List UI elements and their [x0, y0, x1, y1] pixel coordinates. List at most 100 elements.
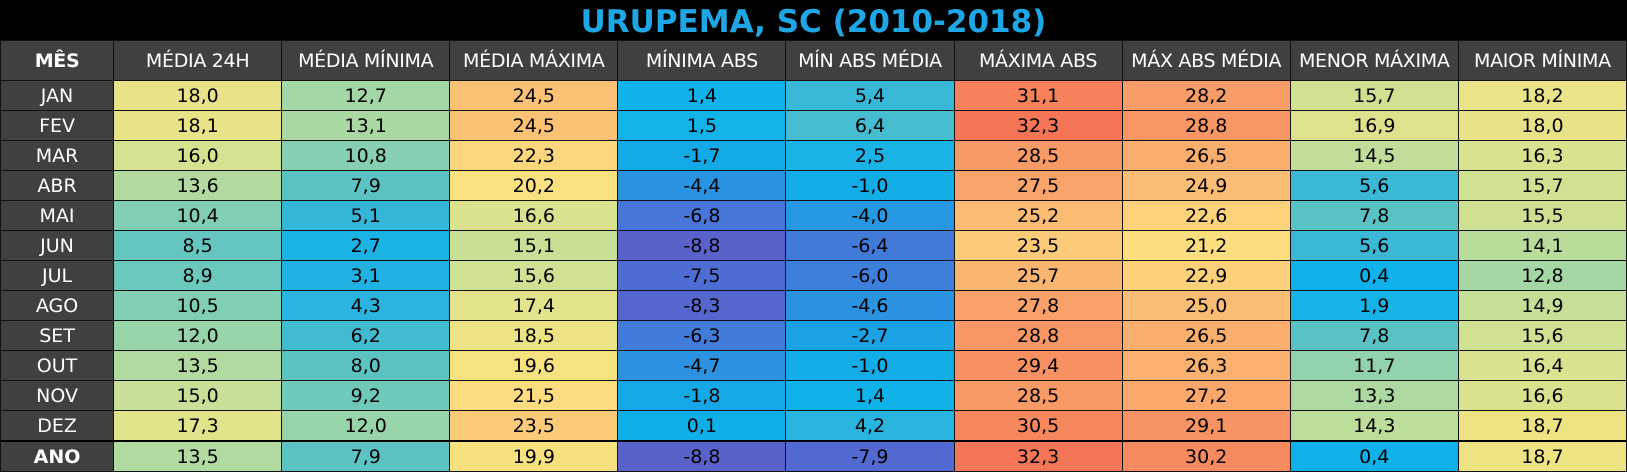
table-cell: 12,0 [113, 320, 283, 351]
climate-table: MÊS MÉDIA 24H MÉDIA MÍNIMA MÉDIA MÁXIMA … [0, 40, 1627, 472]
month-label: ANO [0, 440, 115, 472]
table-cell: 18,5 [449, 320, 619, 351]
month-label: NOV [0, 380, 115, 411]
table-cell: 27,8 [953, 290, 1123, 321]
table-cell: 28,8 [1121, 110, 1291, 141]
table-cell: 15,6 [1457, 320, 1627, 351]
table-cell: 2,5 [785, 140, 955, 171]
table-cell: 4,2 [785, 410, 955, 442]
table-cell: 10,5 [113, 290, 283, 321]
table-cell: 12,8 [1457, 260, 1627, 291]
table-cell: 7,8 [1289, 200, 1459, 231]
table-cell: 12,7 [281, 80, 451, 111]
table-cell: 5,6 [1289, 170, 1459, 201]
month-label: MAR [0, 140, 115, 171]
table-cell: 25,0 [1121, 290, 1291, 321]
table-cell: 27,5 [953, 170, 1123, 201]
table-cell: 17,4 [449, 290, 619, 321]
table-cell: 16,0 [113, 140, 283, 171]
table-row: NOV 15,0 9,2 21,5 -1,8 1,4 28,5 27,2 13,3 16,6 [0, 380, 1627, 411]
table-cell: 2,7 [281, 230, 451, 261]
table-cell: 1,5 [617, 110, 787, 141]
table-cell: -1,0 [785, 170, 955, 201]
table-cell: 0,4 [1289, 440, 1459, 472]
table-cell: 16,6 [449, 200, 619, 231]
table-row: JAN 18,0 12,7 24,5 1,4 5,4 31,1 28,2 15,7 18,2 [0, 80, 1627, 111]
table-cell: 28,2 [1121, 80, 1291, 111]
table-cell: 8,9 [113, 260, 283, 291]
table-row: ABR 13,6 7,9 20,2 -4,4 -1,0 27,5 24,9 5,6 15,7 [0, 170, 1627, 201]
table-cell: 29,1 [1121, 410, 1291, 442]
table-cell: 4,3 [281, 290, 451, 321]
table-cell: 18,0 [113, 80, 283, 111]
table-cell: 10,4 [113, 200, 283, 231]
table-cell: 6,2 [281, 320, 451, 351]
table-cell: -8,8 [617, 440, 787, 472]
table-cell: 7,9 [281, 440, 451, 472]
table-body: JAN 18,0 12,7 24,5 1,4 5,4 31,1 28,2 15,7 18,2 FEV… [0, 80, 1627, 472]
table-cell: 19,6 [449, 350, 619, 381]
column-header: MÉDIA 24H [113, 40, 283, 81]
table-cell: -7,9 [785, 440, 955, 472]
month-label: JUN [0, 230, 115, 261]
table-cell: 14,3 [1289, 410, 1459, 442]
table-cell: 3,1 [281, 260, 451, 291]
table-cell: 8,0 [281, 350, 451, 381]
month-label: JAN [0, 80, 115, 111]
table-cell: 14,5 [1289, 140, 1459, 171]
month-label: ABR [0, 170, 115, 201]
table-cell: 1,9 [1289, 290, 1459, 321]
table-cell: 23,5 [449, 410, 619, 442]
table-cell: 22,3 [449, 140, 619, 171]
table-cell: -4,7 [617, 350, 787, 381]
table-cell: 13,5 [113, 440, 283, 472]
table-cell: 31,1 [953, 80, 1123, 111]
table-cell: -4,4 [617, 170, 787, 201]
table-cell: 23,5 [953, 230, 1123, 261]
table-cell: 13,1 [281, 110, 451, 141]
table-row: SET 12,0 6,2 18,5 -6,3 -2,7 28,8 26,5 7,8 15,6 [0, 320, 1627, 351]
table-cell: 17,3 [113, 410, 283, 442]
table-cell: 9,2 [281, 380, 451, 411]
table-cell: -1,7 [617, 140, 787, 171]
table-cell: 18,1 [113, 110, 283, 141]
table-cell: 25,2 [953, 200, 1123, 231]
table-cell: -8,8 [617, 230, 787, 261]
table-cell: -6,8 [617, 200, 787, 231]
table-cell: 24,5 [449, 80, 619, 111]
table-cell: -8,3 [617, 290, 787, 321]
table-cell: 29,4 [953, 350, 1123, 381]
table-cell: 8,5 [113, 230, 283, 261]
table-cell: 14,1 [1457, 230, 1627, 261]
table-cell: 10,8 [281, 140, 451, 171]
table-row: JUN 8,5 2,7 15,1 -8,8 -6,4 23,5 21,2 5,6 14,1 [0, 230, 1627, 261]
table-row: OUT 13,5 8,0 19,6 -4,7 -1,0 29,4 26,3 11,7 16,4 [0, 350, 1627, 381]
column-header: MAIOR MÍNIMA [1457, 40, 1627, 81]
table-cell: 32,3 [953, 440, 1123, 472]
table-cell: 0,1 [617, 410, 787, 442]
table-cell: 28,5 [953, 140, 1123, 171]
table-cell: -6,4 [785, 230, 955, 261]
table-row: MAR 16,0 10,8 22,3 -1,7 2,5 28,5 26,5 14,5 16,3 [0, 140, 1627, 171]
table-cell: 12,0 [281, 410, 451, 442]
table-cell: 6,4 [785, 110, 955, 141]
table-cell: 5,1 [281, 200, 451, 231]
table-cell: 16,6 [1457, 380, 1627, 411]
table-row: JUL 8,9 3,1 15,6 -7,5 -6,0 25,7 22,9 0,4 12,8 [0, 260, 1627, 291]
table-row: FEV 18,1 13,1 24,5 1,5 6,4 32,3 28,8 16,9 18,0 [0, 110, 1627, 141]
column-header: MÉDIA MÁXIMA [449, 40, 619, 81]
table-cell: 22,6 [1121, 200, 1291, 231]
table-cell: 15,7 [1457, 170, 1627, 201]
table-cell: 18,0 [1457, 110, 1627, 141]
table-cell: 19,9 [449, 440, 619, 472]
table-cell: 13,3 [1289, 380, 1459, 411]
column-header: MÉDIA MÍNIMA [281, 40, 451, 81]
table-row-annual: ANO 13,5 7,9 19,9 -8,8 -7,9 32,3 30,2 0,4 18,7 [0, 440, 1627, 472]
table-cell: 7,9 [281, 170, 451, 201]
table-cell: 21,5 [449, 380, 619, 411]
table-cell: 15,0 [113, 380, 283, 411]
table-cell: -6,0 [785, 260, 955, 291]
column-header: MÍNIMA ABS [617, 40, 787, 81]
table-cell: 15,1 [449, 230, 619, 261]
